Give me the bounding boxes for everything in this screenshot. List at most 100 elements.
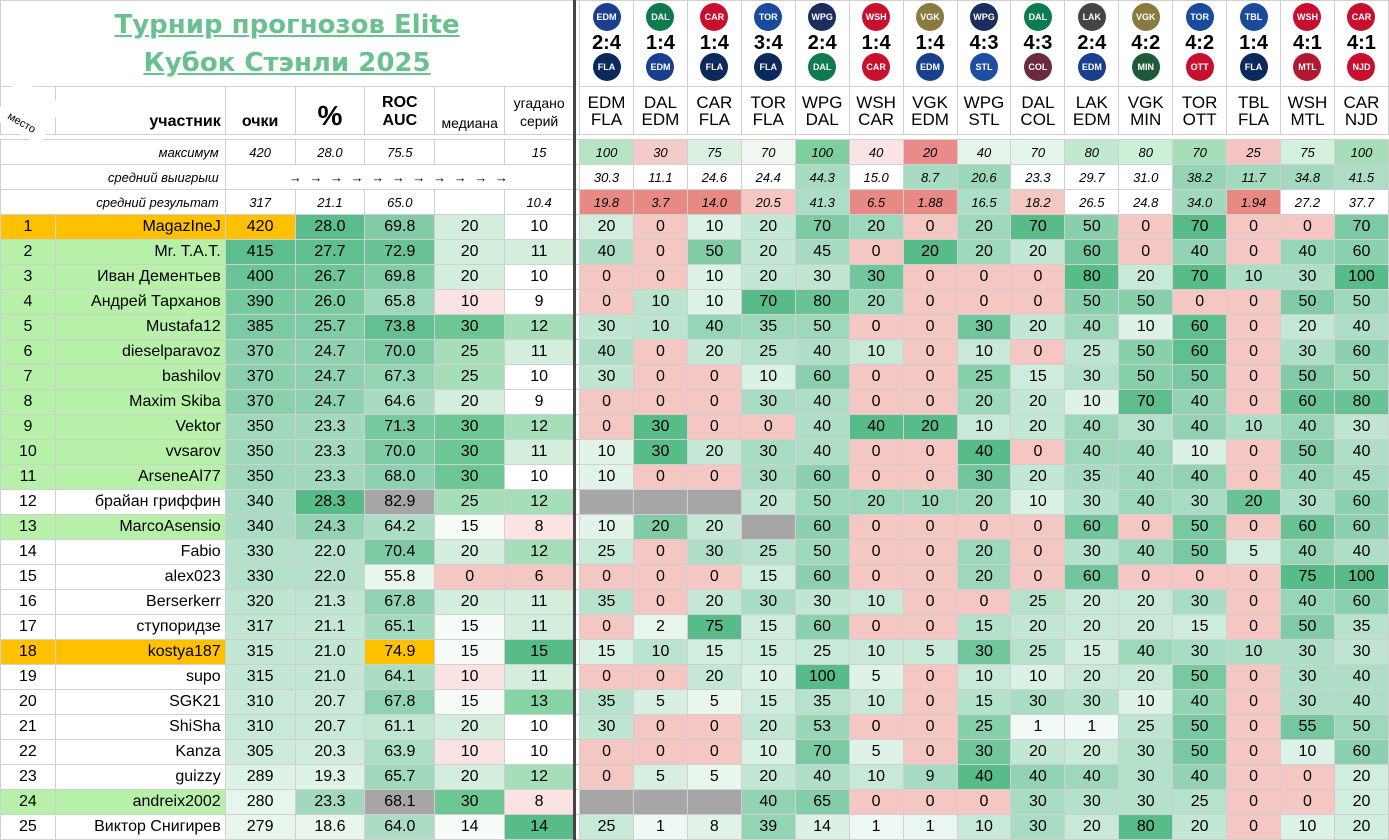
- prediction-score-cell: 10: [740, 739, 796, 765]
- prediction-score-cell: 0: [686, 714, 742, 740]
- team-abbr-top: WPG: [963, 92, 1005, 112]
- participant-name[interactable]: SGK21: [54, 689, 226, 715]
- prediction-score-cell: 50: [1118, 339, 1174, 365]
- series-teams-0: EDM FLA: [579, 86, 634, 135]
- team-abbr-top: DAL: [1021, 92, 1055, 112]
- prediction-score-cell: 20: [848, 289, 904, 315]
- stat-row: максимум 420 28.0 75.5 15 100 30 75 70 100 40 20 40 7…: [0, 139, 1389, 165]
- participant-name[interactable]: kostya187: [54, 639, 226, 665]
- participant-name[interactable]: guizzy: [54, 764, 226, 790]
- participant-name[interactable]: supo: [54, 664, 226, 690]
- prediction-score-cell: 10: [1172, 439, 1228, 465]
- prediction-score-cell: 10: [1064, 389, 1120, 415]
- roc-auc-cell: 69.8: [364, 214, 436, 240]
- prediction-score-cell: 75: [1279, 564, 1335, 590]
- rank-cell: 15: [0, 564, 56, 590]
- participant-name[interactable]: Mr. T.A.T.: [54, 239, 226, 265]
- participant-name[interactable]: ArseneAl77: [54, 464, 226, 490]
- stat-row: средний результат 317 21.1 65.0 10.4 19.8 3.7 1…: [0, 189, 1389, 215]
- participant-name[interactable]: Fabio: [54, 539, 226, 565]
- stat-value: 34.8: [1279, 164, 1335, 190]
- prediction-score-cell: 70: [794, 739, 850, 765]
- participant-name[interactable]: Vektor: [54, 414, 226, 440]
- prediction-score-cell: 50: [1279, 364, 1335, 390]
- prediction-score-cell: 0: [1010, 539, 1066, 565]
- prediction-score-cell: 40: [1333, 314, 1389, 340]
- participant-name[interactable]: MagazIneJ: [54, 214, 226, 240]
- stat-value: 27.2: [1279, 189, 1335, 215]
- participant-name[interactable]: ShiSha: [54, 714, 226, 740]
- participant-name[interactable]: Maxim Skiba: [54, 389, 226, 415]
- prediction-score-cell: 25: [794, 639, 850, 665]
- prediction-score-cell: 0: [902, 439, 958, 465]
- table-row: 10 vvsarov 350 23.3 70.0 30 11 10 30 20 30 40 0 0 40 0 4…: [0, 439, 1389, 465]
- hurricanes-logo: CAR: [700, 3, 729, 31]
- prediction-score-cell: 30: [1279, 264, 1335, 290]
- roc-auc-cell: 71.3: [364, 414, 436, 440]
- stat-value: 24.4: [740, 164, 796, 190]
- table-row: 9 Vektor 350 23.3 71.3 30 12 0 30 0 0 40 40 20 10 20 40 3…: [0, 414, 1389, 440]
- prediction-score-cell: 30: [1118, 789, 1174, 815]
- prediction-score-cell: 0: [902, 689, 958, 715]
- prediction-score-cell: 20: [686, 514, 742, 540]
- table-row: 24 andreix2002 280 23.3 68.1 30 8 40 65 0 0 0 30 30 30…: [0, 789, 1389, 815]
- prediction-score-cell: 10: [632, 289, 688, 315]
- participant-name[interactable]: Mustafa12: [54, 314, 226, 340]
- prediction-score-cell: 30: [1172, 639, 1228, 665]
- participant-name[interactable]: MarcoAsensio: [54, 514, 226, 540]
- prediction-score-cell: 60: [1279, 514, 1335, 540]
- prediction-score-cell: 0: [902, 789, 958, 815]
- stat-value: 29.7: [1064, 164, 1120, 190]
- rank-cell: 10: [0, 439, 56, 465]
- participant-name[interactable]: брайан гриффин: [54, 489, 226, 515]
- prediction-score-cell: 15: [1064, 639, 1120, 665]
- series-score: 1:4: [645, 32, 675, 54]
- percent-cell: 20.3: [294, 739, 366, 765]
- median-cell: 30: [434, 314, 506, 340]
- prediction-score-cell: 0: [1010, 289, 1066, 315]
- kings-logo: LAK: [1077, 3, 1106, 31]
- prediction-score-cell: 0: [579, 739, 634, 765]
- prediction-score-cell: 0: [848, 714, 904, 740]
- prediction-score-cell: 40: [794, 439, 850, 465]
- prediction-score-cell: 40: [1333, 664, 1389, 690]
- participant-name[interactable]: bashilov: [54, 364, 226, 390]
- prediction-score-cell: 40: [956, 439, 1012, 465]
- prediction-score-cell: 30: [632, 414, 688, 440]
- participant-name[interactable]: alex023: [54, 564, 226, 590]
- prediction-score-cell: 15: [956, 689, 1012, 715]
- points-cell: 320: [224, 589, 296, 615]
- prediction-score-cell: 20: [1064, 739, 1120, 765]
- capitals-logo: WSH: [862, 3, 891, 31]
- prediction-score-cell: 50: [1118, 289, 1174, 315]
- devils-logo: NJD: [1347, 53, 1376, 81]
- participant-name[interactable]: ступоридзе: [54, 614, 226, 640]
- stat-value: 70: [1172, 139, 1228, 165]
- prediction-score-cell: 50: [1279, 439, 1335, 465]
- guessed-cell: 12: [504, 489, 576, 515]
- panthers-logo: FLA: [754, 53, 783, 81]
- prediction-score-cell: 0: [1118, 214, 1174, 240]
- prediction-score-cell: 0: [956, 289, 1012, 315]
- percent-cell: 23.3: [294, 464, 366, 490]
- prediction-score-cell: 0: [632, 239, 688, 265]
- prediction-score-cell: 0: [848, 464, 904, 490]
- roc-auc-cell: 68.1: [364, 789, 436, 815]
- team-abbr-bottom: MTL: [1290, 109, 1325, 129]
- title-line-cup: Кубок Стэнли 2025: [143, 47, 431, 78]
- prediction-score-cell: 0: [848, 314, 904, 340]
- stat-value: 40: [956, 139, 1012, 165]
- prediction-score-cell: 20: [1010, 414, 1066, 440]
- participant-name[interactable]: Kanza: [54, 739, 226, 765]
- participant-name[interactable]: dieselparavoz: [54, 339, 226, 365]
- participant-name[interactable]: Иван Дементьев: [54, 264, 226, 290]
- participant-name[interactable]: Андрей Тарханов: [54, 289, 226, 315]
- participant-name[interactable]: Berserkerr: [54, 589, 226, 615]
- points-cell: 415: [224, 239, 296, 265]
- median-cell: 15: [434, 639, 506, 665]
- participant-name[interactable]: andreix2002: [54, 789, 226, 815]
- participant-name[interactable]: vvsarov: [54, 439, 226, 465]
- prediction-score-cell: 5: [1226, 539, 1281, 565]
- stat-value: 75: [686, 139, 742, 165]
- stat-value: 40: [848, 139, 904, 165]
